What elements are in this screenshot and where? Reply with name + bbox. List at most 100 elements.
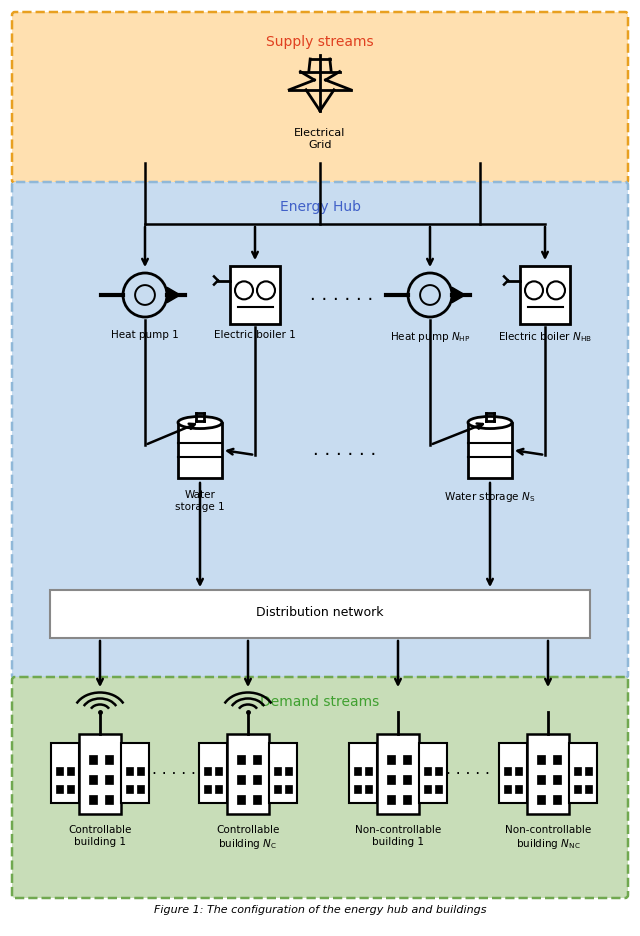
Bar bbox=[137, 785, 144, 793]
Bar bbox=[215, 785, 222, 793]
Bar bbox=[204, 767, 211, 775]
Bar bbox=[537, 755, 545, 764]
Bar bbox=[105, 775, 113, 784]
Bar bbox=[274, 785, 281, 793]
FancyBboxPatch shape bbox=[12, 12, 628, 183]
Bar bbox=[354, 785, 361, 793]
Bar bbox=[67, 785, 74, 793]
Bar bbox=[569, 743, 597, 803]
Bar bbox=[253, 795, 261, 804]
Bar bbox=[230, 266, 280, 324]
Bar bbox=[387, 755, 395, 764]
Bar bbox=[178, 422, 222, 477]
Bar bbox=[89, 755, 97, 764]
Ellipse shape bbox=[178, 417, 222, 429]
Bar bbox=[424, 767, 431, 775]
Text: Controllable
building $N_\mathrm{C}$: Controllable building $N_\mathrm{C}$ bbox=[216, 825, 280, 851]
Bar bbox=[56, 785, 63, 793]
Text: . . . . .: . . . . . bbox=[152, 763, 196, 778]
Text: . . . . . .: . . . . . . bbox=[310, 286, 374, 304]
Bar bbox=[67, 767, 74, 775]
Bar bbox=[274, 767, 281, 775]
Bar bbox=[50, 590, 590, 638]
Text: Figure 1: The configuration of the energy hub and buildings: Figure 1: The configuration of the energ… bbox=[154, 905, 486, 915]
Bar bbox=[537, 795, 545, 804]
Bar bbox=[553, 755, 561, 764]
Bar bbox=[515, 785, 522, 793]
Polygon shape bbox=[167, 287, 180, 302]
Bar bbox=[269, 743, 297, 803]
Polygon shape bbox=[452, 287, 465, 302]
Bar bbox=[126, 767, 133, 775]
Ellipse shape bbox=[468, 417, 512, 429]
Bar bbox=[126, 785, 133, 793]
Text: Electric boiler $N_\mathrm{HB}$: Electric boiler $N_\mathrm{HB}$ bbox=[498, 330, 592, 344]
Bar bbox=[574, 767, 581, 775]
Bar bbox=[137, 767, 144, 775]
Bar bbox=[237, 755, 245, 764]
Bar bbox=[285, 767, 292, 775]
Bar bbox=[403, 755, 411, 764]
Bar bbox=[89, 775, 97, 784]
Text: Demand streams: Demand streams bbox=[260, 695, 380, 709]
Bar bbox=[51, 743, 79, 803]
Text: Non-controllable
building 1: Non-controllable building 1 bbox=[355, 825, 441, 846]
Bar bbox=[121, 743, 149, 803]
Bar bbox=[435, 767, 442, 775]
Text: Controllable
building 1: Controllable building 1 bbox=[68, 825, 132, 846]
Bar bbox=[215, 767, 222, 775]
Text: Water
storage 1: Water storage 1 bbox=[175, 490, 225, 512]
Text: Energy Hub: Energy Hub bbox=[280, 200, 360, 214]
Bar bbox=[585, 785, 592, 793]
Text: Electrical
Grid: Electrical Grid bbox=[294, 128, 346, 150]
Bar bbox=[354, 767, 361, 775]
Bar bbox=[56, 767, 63, 775]
Bar bbox=[377, 734, 419, 814]
Bar bbox=[105, 795, 113, 804]
Bar bbox=[285, 785, 292, 793]
Bar bbox=[387, 795, 395, 804]
Bar bbox=[515, 767, 522, 775]
Bar bbox=[468, 422, 512, 477]
Text: Heat pump $N_\mathrm{HP}$: Heat pump $N_\mathrm{HP}$ bbox=[390, 330, 470, 344]
Bar bbox=[537, 775, 545, 784]
Text: Electric boiler 1: Electric boiler 1 bbox=[214, 330, 296, 340]
Bar bbox=[520, 266, 570, 324]
Bar bbox=[403, 775, 411, 784]
FancyBboxPatch shape bbox=[12, 182, 628, 678]
Bar bbox=[387, 775, 395, 784]
Text: Distribution network: Distribution network bbox=[256, 606, 384, 619]
Bar bbox=[79, 734, 121, 814]
Bar bbox=[504, 785, 511, 793]
Bar bbox=[253, 775, 261, 784]
Text: Supply streams: Supply streams bbox=[266, 35, 374, 49]
Bar bbox=[349, 743, 377, 803]
Bar bbox=[204, 785, 211, 793]
Bar bbox=[403, 795, 411, 804]
Bar bbox=[105, 755, 113, 764]
Bar bbox=[585, 767, 592, 775]
Bar bbox=[237, 775, 245, 784]
Text: Heat pump 1: Heat pump 1 bbox=[111, 330, 179, 340]
Text: Water storage $N_\mathrm{S}$: Water storage $N_\mathrm{S}$ bbox=[444, 490, 536, 504]
Bar bbox=[574, 785, 581, 793]
Bar bbox=[553, 775, 561, 784]
Bar bbox=[553, 795, 561, 804]
Text: . . . . . .: . . . . . . bbox=[314, 441, 376, 459]
Bar bbox=[499, 743, 527, 803]
Bar bbox=[237, 795, 245, 804]
Bar bbox=[419, 743, 447, 803]
Bar bbox=[365, 785, 372, 793]
Bar bbox=[504, 767, 511, 775]
Bar bbox=[199, 743, 227, 803]
Bar bbox=[424, 785, 431, 793]
Bar bbox=[253, 755, 261, 764]
Bar bbox=[365, 767, 372, 775]
Bar bbox=[89, 795, 97, 804]
Text: Non-controllable
building $N_\mathrm{NC}$: Non-controllable building $N_\mathrm{NC}… bbox=[505, 825, 591, 851]
Bar bbox=[227, 734, 269, 814]
FancyBboxPatch shape bbox=[12, 677, 628, 898]
Bar bbox=[435, 785, 442, 793]
Bar bbox=[527, 734, 569, 814]
Text: . . . . .: . . . . . bbox=[446, 763, 490, 778]
